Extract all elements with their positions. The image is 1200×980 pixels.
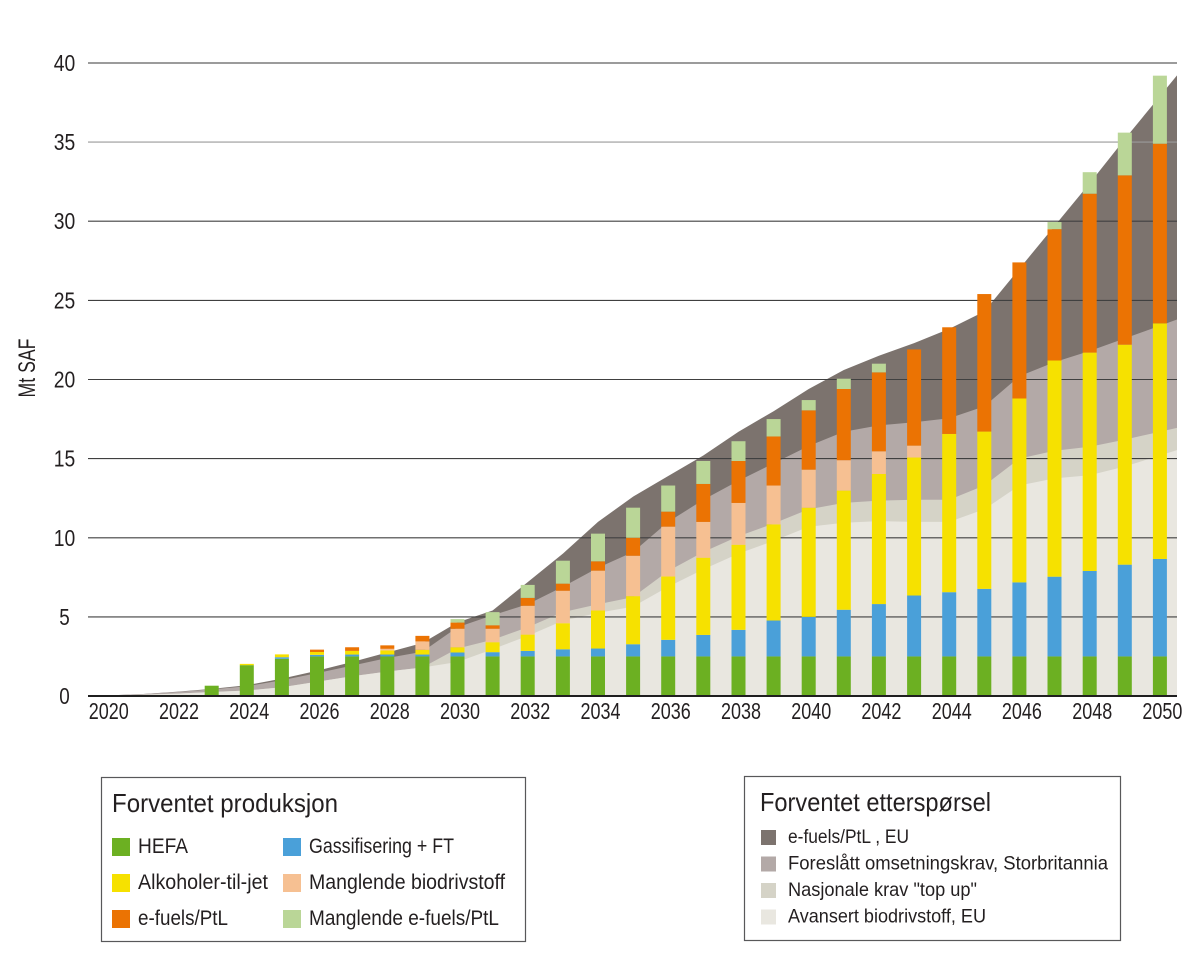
svg-text:10: 10 <box>54 525 76 551</box>
svg-text:Nasjonale krav "top up": Nasjonale krav "top up" <box>788 879 977 901</box>
svg-text:Alkoholer-til-jet: Alkoholer-til-jet <box>138 871 268 894</box>
svg-text:Mt SAF: Mt SAF <box>14 339 41 398</box>
svg-text:Manglende biodrivstoff: Manglende biodrivstoff <box>309 871 505 894</box>
svg-text:2044: 2044 <box>932 698 972 724</box>
svg-text:2032: 2032 <box>510 698 550 724</box>
svg-text:2040: 2040 <box>791 698 831 724</box>
svg-text:2026: 2026 <box>300 698 340 724</box>
svg-text:2034: 2034 <box>581 698 621 724</box>
svg-text:Gassifisering + FT: Gassifisering + FT <box>309 835 454 858</box>
svg-text:2050: 2050 <box>1142 698 1182 724</box>
svg-text:2038: 2038 <box>721 698 761 724</box>
svg-text:Avansert biodrivstoff, EU: Avansert biodrivstoff, EU <box>788 906 986 928</box>
svg-text:20: 20 <box>54 367 76 393</box>
svg-text:Foreslått omsetningskrav, Stor: Foreslått omsetningskrav, Storbritannia <box>788 853 1108 875</box>
svg-text:2024: 2024 <box>229 698 269 724</box>
svg-text:2046: 2046 <box>1002 698 1042 724</box>
svg-text:e-fuels/PtL , EU: e-fuels/PtL , EU <box>788 826 909 848</box>
svg-text:e-fuels/PtL: e-fuels/PtL <box>138 907 228 930</box>
svg-text:Forventet produksjon: Forventet produksjon <box>112 788 338 818</box>
svg-text:2022: 2022 <box>159 698 199 724</box>
svg-text:Manglende e-fuels/PtL: Manglende e-fuels/PtL <box>309 907 499 930</box>
svg-text:2036: 2036 <box>651 698 691 724</box>
svg-text:30: 30 <box>54 208 76 234</box>
svg-text:15: 15 <box>54 446 76 472</box>
svg-text:25: 25 <box>54 287 76 313</box>
svg-text:2020: 2020 <box>89 698 129 724</box>
svg-text:5: 5 <box>59 604 70 630</box>
svg-text:Forventet etterspørsel: Forventet etterspørsel <box>760 787 991 817</box>
svg-text:HEFA: HEFA <box>138 835 188 858</box>
svg-text:2028: 2028 <box>370 698 410 724</box>
svg-text:2042: 2042 <box>861 698 901 724</box>
svg-text:2048: 2048 <box>1072 698 1112 724</box>
svg-text:35: 35 <box>54 129 76 155</box>
svg-text:40: 40 <box>54 50 76 76</box>
svg-text:0: 0 <box>59 683 70 709</box>
svg-text:2030: 2030 <box>440 698 480 724</box>
